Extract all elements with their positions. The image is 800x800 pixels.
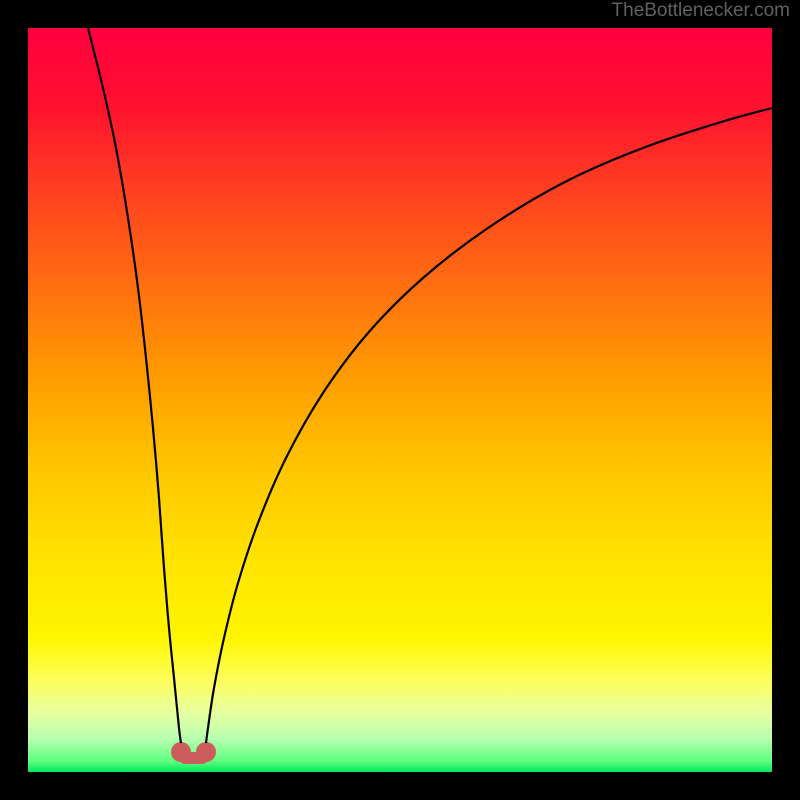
chart-frame: TheBottlenecker.com: [0, 0, 800, 800]
plot-area: [28, 28, 772, 772]
gradient-background: [28, 28, 772, 772]
chart-svg: [28, 28, 772, 772]
watermark-text: TheBottlenecker.com: [612, 0, 790, 22]
